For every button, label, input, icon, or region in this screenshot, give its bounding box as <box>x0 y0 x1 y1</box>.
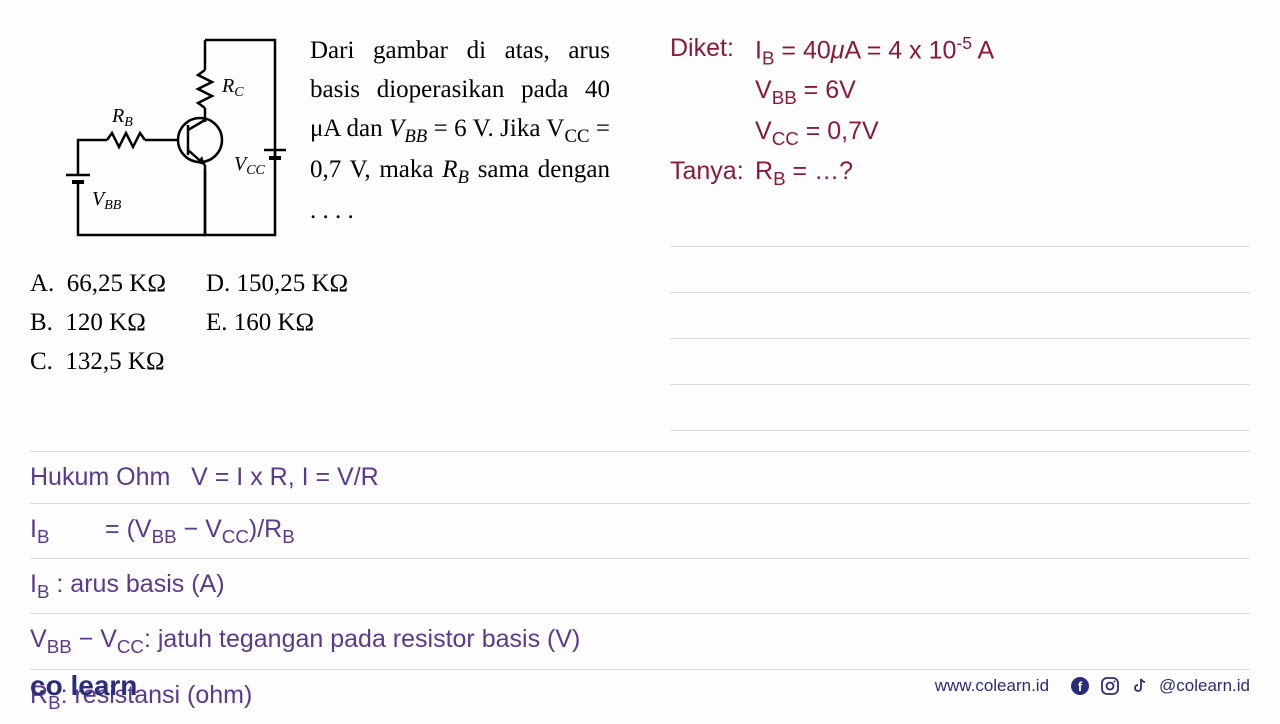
facebook-icon: f <box>1069 675 1091 697</box>
tanya-label: Tanya: <box>670 153 755 193</box>
footer: co learn www.colearn.id f @colearn.id <box>30 670 1250 702</box>
options-col-2: D. 150,25 KΩ E. 160 KΩ <box>206 265 348 381</box>
known-section: Diket: IB = 40μA = 4 x 10-5 A VBB = 6V V… <box>670 30 1250 193</box>
footer-handle: @colearn.id <box>1159 676 1250 696</box>
options: A. 66,25 KΩ B. 120 KΩ C. 132,5 KΩ D. 150… <box>30 265 610 381</box>
option-e: E. 160 KΩ <box>206 304 348 343</box>
rc-label: RC <box>221 75 244 100</box>
option-c: C. 132,5 KΩ <box>30 343 166 382</box>
known-ib: IB = 40μA = 4 x 10-5 A <box>755 30 994 72</box>
known-rb: RB = …? <box>755 153 853 193</box>
instagram-icon <box>1099 675 1121 697</box>
footer-url: www.colearn.id <box>935 676 1049 696</box>
formula-ib-def: IB : arus basis (A) <box>30 559 1250 614</box>
option-b: B. 120 KΩ <box>30 304 166 343</box>
rb-label: RB <box>111 105 133 130</box>
logo-post: learn <box>70 670 137 701</box>
formula-vdrop: VBB − VCC: jatuh tegangan pada resistor … <box>30 614 1250 669</box>
logo-pre: co <box>30 670 63 701</box>
formula-ohm: Hukum Ohm V = I x R, I = V/R <box>30 451 1250 504</box>
options-col-1: A. 66,25 KΩ B. 120 KΩ C. 132,5 KΩ <box>30 265 166 381</box>
formula-ib-eq: IB = (VBB − VCC)/RB <box>30 504 1250 559</box>
known-vbb: VBB = 6V <box>755 72 856 112</box>
right-column: Diket: IB = 40μA = 4 x 10-5 A VBB = 6V V… <box>630 30 1250 431</box>
problem-text: Dari gambar di atas, arus basis dioperas… <box>310 30 610 250</box>
vbb-label: VBB <box>92 188 122 213</box>
left-column: RC RB VCC VBB Dari gambar di atas, arus … <box>30 30 610 431</box>
circuit-diagram: RC RB VCC VBB <box>30 30 290 250</box>
tiktok-icon <box>1129 675 1151 697</box>
footer-links: www.colearn.id f @colearn.id <box>935 675 1250 697</box>
svg-text:f: f <box>1078 679 1083 694</box>
option-a: A. 66,25 KΩ <box>30 265 166 304</box>
diket-label: Diket: <box>670 30 755 72</box>
logo: co learn <box>30 670 137 702</box>
option-d: D. 150,25 KΩ <box>206 265 348 304</box>
social-icons: f @colearn.id <box>1069 675 1250 697</box>
known-vcc: VCC = 0,7V <box>755 113 879 153</box>
vcc-label: VCC <box>234 153 266 178</box>
ruled-lines <box>670 201 1250 431</box>
